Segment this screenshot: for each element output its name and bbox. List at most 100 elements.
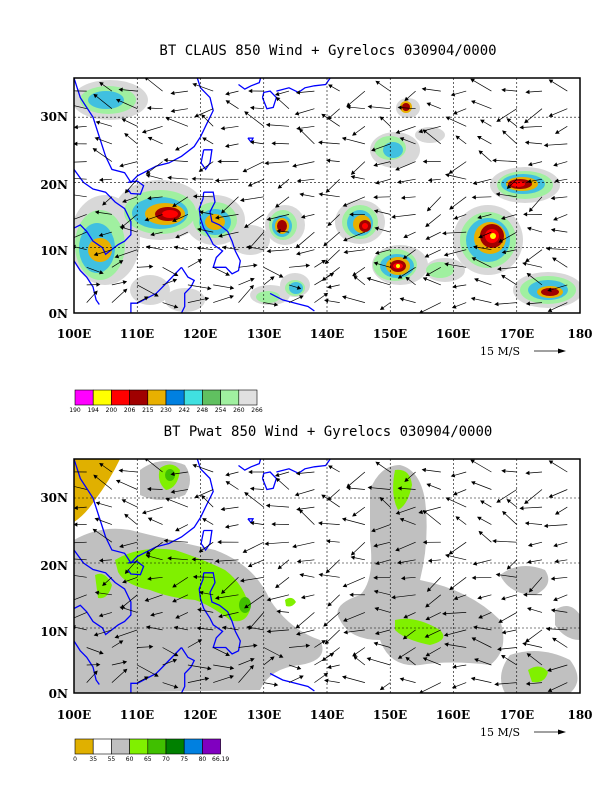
wind-vector-shaft bbox=[331, 85, 340, 92]
wind-vector-head bbox=[422, 159, 427, 164]
wind-vector-head bbox=[494, 301, 499, 307]
wind-vector-head bbox=[266, 629, 271, 634]
wind-vector-head bbox=[167, 556, 172, 561]
wind-vector-head bbox=[239, 197, 245, 203]
wind-vector-head bbox=[93, 670, 98, 676]
wind-vector-shaft bbox=[509, 559, 518, 568]
wind-vector-shaft bbox=[406, 612, 416, 617]
wind-vector-shaft bbox=[370, 278, 391, 286]
wind-vector-shaft bbox=[288, 645, 307, 648]
wind-vector-head bbox=[145, 170, 151, 175]
wind-vector-head bbox=[119, 543, 124, 549]
wind-vector-head bbox=[418, 129, 424, 134]
wind-vector-shaft bbox=[74, 541, 87, 544]
colorbar-label: 70 bbox=[162, 756, 170, 763]
wind-vector-head bbox=[94, 210, 100, 215]
wind-vector-shaft bbox=[174, 471, 188, 475]
wind-vector-head bbox=[244, 492, 249, 497]
precipitable-water-field bbox=[74, 459, 580, 693]
wind-vector-shaft bbox=[425, 469, 441, 473]
wind-vector-shaft bbox=[228, 102, 239, 109]
wind-vector-head bbox=[523, 592, 528, 597]
wind-vector-head bbox=[249, 486, 255, 491]
wind-vector-shaft bbox=[554, 610, 568, 613]
wind-vector-head bbox=[452, 664, 457, 669]
wind-vector-shaft bbox=[509, 120, 518, 127]
map-frame bbox=[73, 458, 581, 694]
wind-vector-shaft bbox=[523, 506, 543, 509]
wind-vector-head bbox=[278, 273, 284, 278]
wind-vector-shaft bbox=[174, 90, 188, 94]
wind-vector-head bbox=[202, 137, 207, 142]
y-tick-label: 0N bbox=[49, 687, 68, 701]
wind-vector-shaft bbox=[124, 500, 138, 508]
wind-vector-head bbox=[498, 619, 503, 623]
wind-vector-shaft bbox=[355, 267, 366, 275]
wind-vector-shaft bbox=[504, 132, 518, 145]
wind-vector-head bbox=[526, 607, 532, 612]
wind-vector-shaft bbox=[170, 558, 188, 561]
wind-vector-head bbox=[474, 658, 479, 663]
wind-vector-shaft bbox=[213, 266, 227, 275]
wind-vector-shaft bbox=[481, 612, 492, 618]
wind-vector-head bbox=[124, 133, 129, 138]
wind-vector-shaft bbox=[74, 178, 87, 180]
wind-vector-head bbox=[452, 284, 457, 289]
wind-vector-shaft bbox=[382, 302, 391, 309]
wind-vector-shaft bbox=[504, 594, 517, 599]
wind-vector-shaft bbox=[345, 296, 365, 303]
wind-vector-head bbox=[122, 668, 128, 674]
wind-vector-shaft bbox=[429, 196, 442, 209]
wind-vector-shaft bbox=[555, 259, 568, 268]
wind-vector-head bbox=[373, 589, 379, 594]
wind-vector-shaft bbox=[177, 627, 188, 631]
wind-vector-head bbox=[391, 595, 396, 600]
colorbar-swatch bbox=[165, 389, 185, 406]
wind-vector-head bbox=[526, 559, 532, 565]
wind-vector-head bbox=[198, 590, 204, 595]
wind-vector-head bbox=[173, 652, 179, 657]
colorbar-swatch bbox=[129, 738, 149, 755]
wind-vector-head bbox=[92, 528, 98, 533]
wind-vector-head bbox=[121, 499, 127, 504]
wind-vector-head bbox=[269, 276, 275, 281]
x-tick-label: 140E bbox=[310, 708, 344, 722]
wind-vector-head bbox=[119, 606, 124, 611]
wind-vector-head bbox=[548, 460, 554, 465]
wind-vector-shaft bbox=[200, 628, 214, 631]
wind-vector-head bbox=[197, 607, 202, 613]
wind-vector-shaft bbox=[97, 629, 113, 635]
wind-vector-shaft bbox=[162, 682, 175, 687]
colorbar-label: 80 bbox=[199, 756, 207, 763]
wind-vector-shaft bbox=[406, 471, 416, 480]
wind-vector-shaft bbox=[137, 266, 150, 268]
wind-vector-shaft bbox=[429, 577, 442, 590]
wind-vector-head bbox=[421, 467, 427, 473]
wind-vector-shaft bbox=[345, 677, 365, 683]
wind-vector-shaft bbox=[556, 214, 568, 220]
wind-vector-head bbox=[264, 541, 269, 546]
wind-vector-shaft bbox=[302, 574, 315, 578]
wind-vector-shaft bbox=[263, 658, 272, 666]
wind-vector-head bbox=[278, 653, 284, 658]
wind-vector-shaft bbox=[102, 559, 112, 561]
wind-vector-head bbox=[70, 541, 73, 544]
wind-vector-head bbox=[207, 286, 212, 291]
wind-vector-head bbox=[269, 656, 275, 661]
colorbar-swatch bbox=[111, 389, 130, 406]
wind-vector-head bbox=[426, 102, 431, 107]
reference-vector: 15 M/S bbox=[480, 726, 566, 739]
wind-vector-shaft bbox=[177, 247, 188, 251]
wind-vector-shaft bbox=[127, 559, 138, 572]
wind-vector-head bbox=[94, 517, 100, 522]
wind-vector-head bbox=[502, 510, 507, 516]
wind-vector-head bbox=[524, 140, 530, 145]
wind-vector-head bbox=[554, 559, 559, 564]
wind-vector-head bbox=[197, 227, 202, 232]
wind-vector-shaft bbox=[398, 161, 416, 170]
reference-vector: 15 M/S bbox=[480, 345, 566, 358]
wind-vector-shaft bbox=[126, 135, 138, 145]
wind-vector-shaft bbox=[247, 214, 264, 227]
wind-vector-shaft bbox=[354, 557, 365, 561]
colorbar-label: 260 bbox=[233, 407, 245, 414]
